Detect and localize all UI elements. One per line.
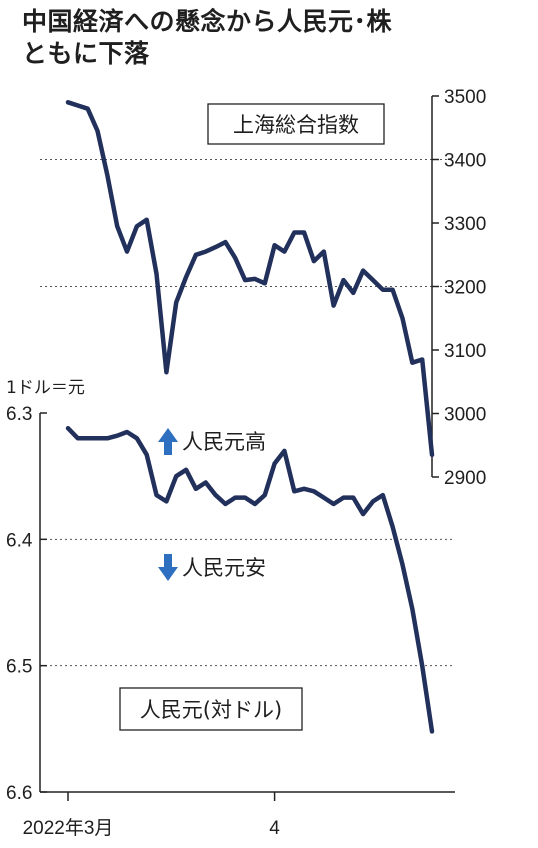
stock-tick-label: 3200 [444,278,486,299]
yuan-series-label: 人民元(対ドル) [140,698,282,722]
stock-series-label: 上海総合指数 [233,113,359,137]
chart-title-line-2: ともに下落 [22,39,150,68]
stock-tick-label: 2900 [444,468,486,489]
stock-index-line [65,100,435,458]
stock-series-label-box [207,103,385,145]
series-lines [65,100,435,734]
up-arrow-icon [158,428,178,455]
down-arrow-icon [158,554,178,581]
yuan-tick-label: 6.6 [6,783,32,804]
yuan-unit-label: 1ドル＝元 [6,378,85,398]
gridlines [40,159,455,667]
stock-tick-label: 3100 [444,341,486,362]
chart-title-line-1: 中国経済への懸念から人民元･株 [22,7,393,36]
yuan-down-label: 人民元安 [182,556,266,580]
yuan-tick-label: 6.5 [6,657,32,678]
labels: 3500 3400 3300 3200 3100 3000 2900 6.3 6.4 6.5 6.6… [6,87,486,839]
stock-tick-label: 3300 [444,214,486,235]
stock-tick-label: 3500 [444,87,486,108]
stock-tick-label: 3400 [444,151,486,172]
yuan-series-label-box [119,687,303,731]
chart-title: 中国経済への懸念から人民元･株 ともに下落 [22,6,522,70]
stock-tick-label: 3000 [444,405,486,426]
yuan-rate-line [65,425,435,734]
x-tick-label: 4 [269,818,280,839]
yuan-tick-label: 6.3 [6,404,32,425]
axes [39,95,455,801]
yuan-up-label: 人民元高 [182,430,266,454]
yuan-tick-label: 6.4 [6,530,33,551]
x-tick-label: 2022年3月 [23,817,114,839]
